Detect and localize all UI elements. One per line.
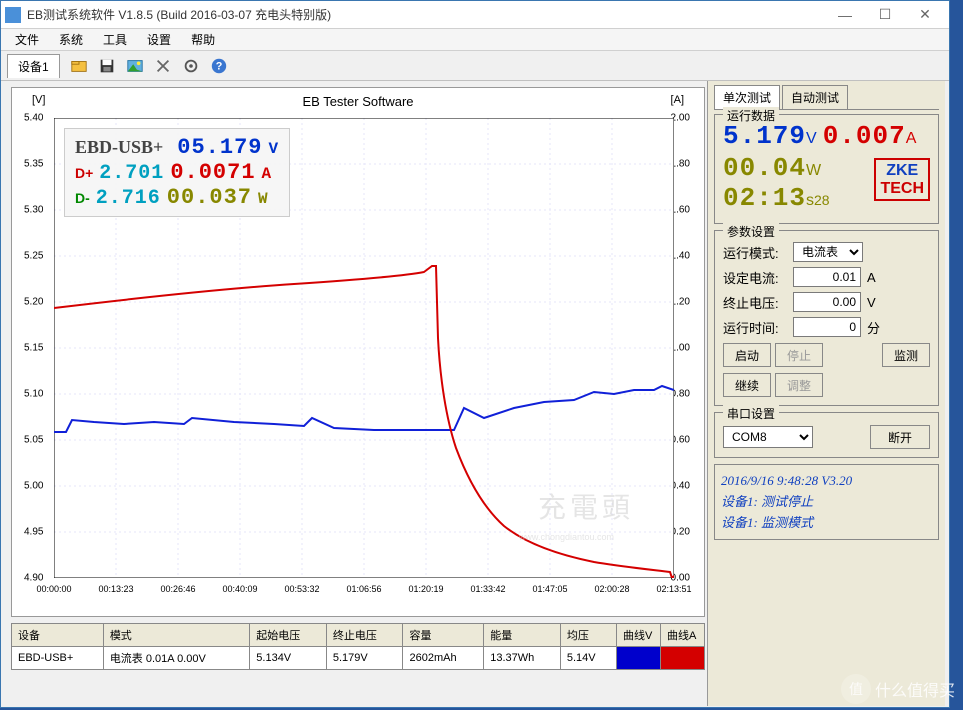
menu-help[interactable]: 帮助 (181, 29, 225, 50)
app-icon (5, 7, 21, 23)
current-input[interactable] (793, 267, 861, 287)
status-box: 2016/9/16 9:48:28 V3.20 设备1: 测试停止 设备1: 监… (714, 464, 939, 540)
time-input[interactable] (793, 317, 861, 337)
status-line-1: 2016/9/16 9:48:28 V3.20 (721, 473, 932, 489)
continue-button[interactable]: 继续 (723, 373, 771, 397)
chart-title: EB Tester Software (302, 94, 413, 109)
dplus-label: D+ (75, 165, 93, 181)
start-button[interactable]: 启动 (723, 343, 771, 367)
params-title: 参数设置 (723, 223, 779, 240)
status-line-2: 设备1: 测试停止 (721, 491, 932, 510)
readout-group: 运行数据 5.179V 0.007A 00.04W 02:13s28 ZKE T… (714, 114, 939, 224)
window-title: EB测试系统软件 V1.8.5 (Build 2016-03-07 充电头特别版… (27, 6, 825, 23)
params-group: 参数设置 运行模式: 电流表 设定电流: A 终止电压: V 运行时间: (714, 230, 939, 406)
footer-watermark: 值 什么值得买 (841, 674, 955, 704)
dminus-value: 2.716 (96, 187, 161, 210)
image-icon[interactable] (122, 54, 148, 78)
data-table: 设备模式起始电压终止电压容量能量均压曲线V曲线A EBD-USB+电流表 0.0… (11, 623, 705, 670)
com-group: 串口设置 COM8 断开 (714, 412, 939, 458)
overlay-voltage: 05.179 (177, 135, 262, 160)
mode-label: 运行模式: (723, 243, 793, 262)
left-axis-label: [V] (32, 94, 45, 106)
maximize-button[interactable]: ☐ (865, 3, 905, 27)
zke-badge: ZKE TECH (874, 158, 930, 201)
menu-system[interactable]: 系统 (49, 29, 93, 50)
close-button[interactable]: ✕ (905, 3, 945, 27)
stop-button[interactable]: 停止 (775, 343, 823, 367)
toolbar: 设备1 ? (1, 51, 949, 81)
tab-auto[interactable]: 自动测试 (782, 85, 848, 109)
readout-power: 00.04 (723, 153, 806, 183)
svg-text:?: ? (215, 60, 222, 72)
com-select[interactable]: COM8 (723, 426, 813, 448)
watermark-url: www.chongdiantou.com (519, 532, 614, 542)
adjust-button[interactable]: 调整 (775, 373, 823, 397)
titlebar: EB测试系统软件 V1.8.5 (Build 2016-03-07 充电头特别版… (1, 1, 949, 29)
tools-icon[interactable] (150, 54, 176, 78)
readout-title: 运行数据 (723, 107, 779, 124)
overlay-power: 00.037 (167, 185, 252, 210)
cutoff-label: 终止电压: (723, 293, 793, 312)
current-label: 设定电流: (723, 268, 793, 287)
menu-tools[interactable]: 工具 (93, 29, 137, 50)
cutoff-input[interactable] (793, 292, 861, 312)
save-icon[interactable] (94, 54, 120, 78)
tab-single[interactable]: 单次测试 (714, 85, 780, 109)
right-axis-label: [A] (671, 94, 684, 106)
device-name: EBD-USB+ (75, 137, 163, 158)
menu-settings[interactable]: 设置 (137, 29, 181, 50)
device-tab[interactable]: 设备1 (7, 54, 60, 78)
dminus-label: D- (75, 190, 90, 206)
open-icon[interactable] (66, 54, 92, 78)
menu-file[interactable]: 文件 (5, 29, 49, 50)
chart: [V] EB Tester Software [A] ZKETECH 5.405… (11, 87, 705, 617)
readout-time: 02:13 (723, 183, 806, 213)
com-title: 串口设置 (723, 405, 779, 422)
time-label: 运行时间: (723, 318, 793, 337)
mode-select[interactable]: 电流表 (793, 242, 863, 262)
status-line-3: 设备1: 监测模式 (721, 512, 932, 531)
monitor-button[interactable]: 监测 (882, 343, 930, 367)
menubar: 文件 系统 工具 设置 帮助 (1, 29, 949, 51)
dplus-value: 2.701 (99, 162, 164, 185)
minimize-button[interactable]: — (825, 3, 865, 27)
readout-voltage: 5.179 (723, 121, 806, 151)
table-row: EBD-USB+电流表 0.01A 0.00V5.134V5.179V2602m… (12, 647, 705, 670)
readout-current: 0.007 (823, 121, 906, 151)
readout-overlay: EBD-USB+ 05.179V D+ 2.701 0.0071A D- 2.7… (64, 128, 290, 217)
overlay-current: 0.0071 (170, 160, 255, 185)
help-icon[interactable]: ? (206, 54, 232, 78)
gear-icon[interactable] (178, 54, 204, 78)
disconnect-button[interactable]: 断开 (870, 425, 930, 449)
